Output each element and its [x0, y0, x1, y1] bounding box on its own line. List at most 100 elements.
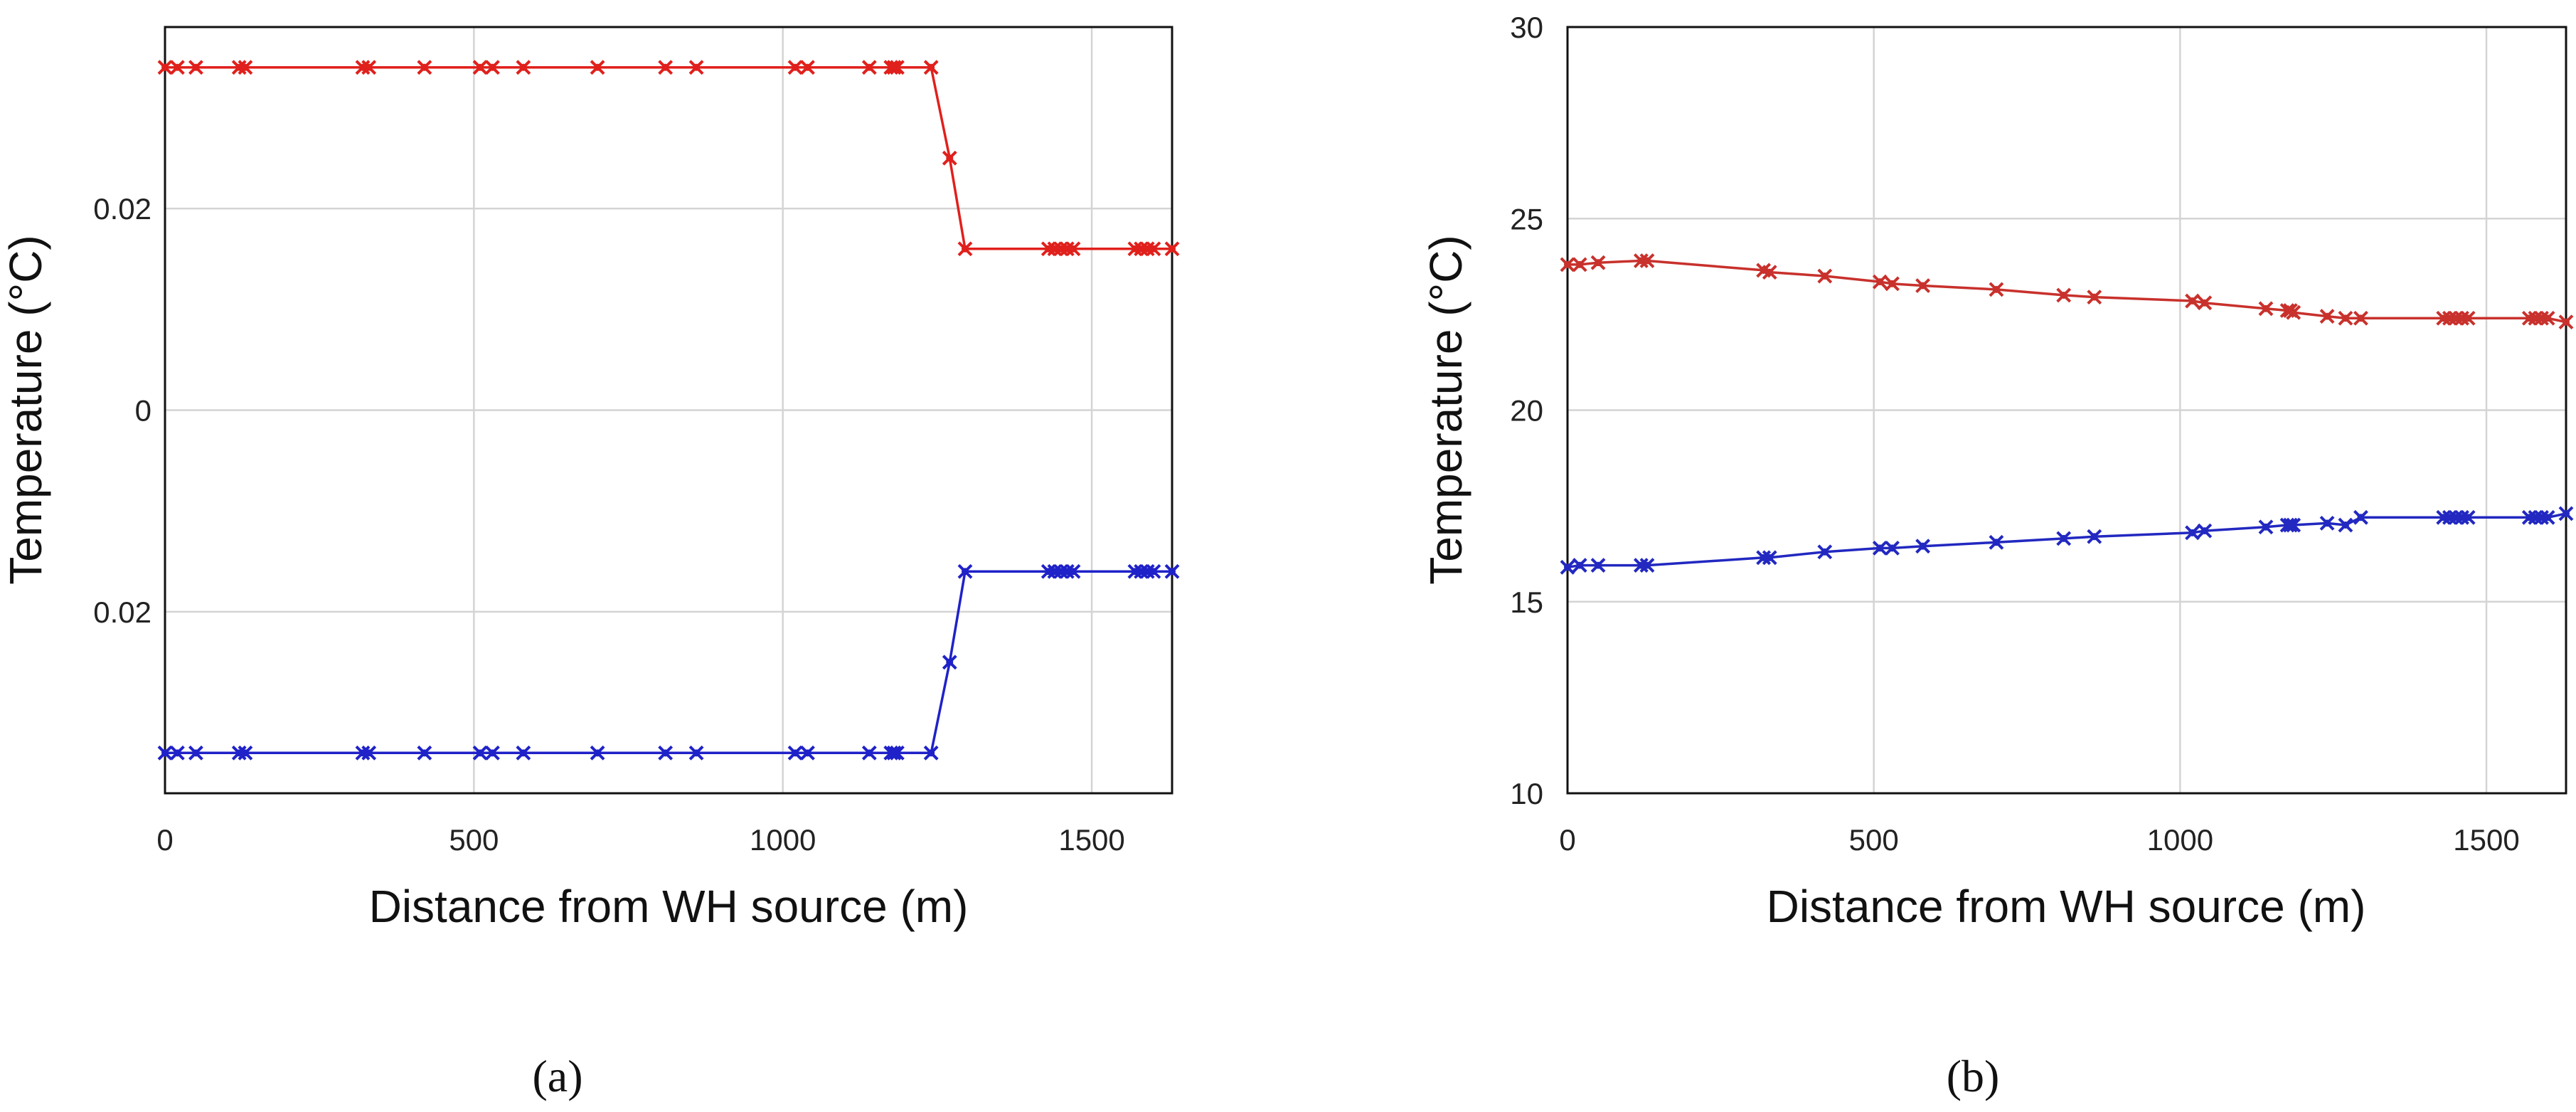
chart-a-series-upper-point — [472, 60, 488, 75]
chart-a-series-upper-point — [485, 60, 500, 75]
chart-a-series-upper-point — [1139, 241, 1155, 257]
chart-a-series-upper-point — [1040, 241, 1056, 257]
chart-b-series-lower-point — [2521, 509, 2537, 525]
chart-a-series-upper-point — [1134, 241, 1149, 257]
chart-a-series-lower-point — [800, 745, 815, 761]
chart-b-series-lower-point — [1915, 539, 1930, 554]
chart-b-series-lower-point — [2460, 509, 2476, 525]
chart-b-x-tick-label: 0 — [1559, 823, 1575, 857]
chart-a-series-lower-point — [1059, 563, 1075, 579]
chart-a-series-upper-point — [590, 60, 605, 75]
chart-b-y-tick-label: 10 — [1510, 777, 1543, 810]
chart-b-series-lower-point — [1572, 558, 1587, 573]
chart-b-series-upper-point — [2286, 305, 2301, 320]
chart-b-series-upper-point — [2534, 310, 2549, 326]
chart-b-series-upper-point — [2448, 310, 2464, 326]
chart-b-series-upper-point — [1762, 265, 1777, 280]
chart-b-y-tick-label: 25 — [1510, 202, 1543, 235]
chart-a-y-tick-label: 0.02 — [93, 595, 151, 629]
chart-b-series-lower-point — [2454, 509, 2469, 525]
chart-b-series-lower-point — [2258, 519, 2274, 535]
chart-a-series-upper-point — [1059, 241, 1075, 257]
chart-b-series-upper-point — [1817, 268, 1833, 284]
chart-a-series-upper-point — [1053, 241, 1069, 257]
chart-a-series-upper-point — [800, 60, 815, 75]
chart-b-series-upper-point — [1639, 253, 1655, 268]
chart-b-series-upper-point — [2319, 309, 2335, 324]
chart-a-series-upper-point — [890, 60, 905, 75]
chart-b-y-axis-label: Temperature (°C) — [1420, 235, 1471, 585]
chart-b-panel-label: (b) — [1947, 1051, 2000, 1101]
chart-b-x-tick-label: 1500 — [2453, 823, 2519, 857]
chart-b-series-lower-point — [1633, 558, 1649, 573]
chart-a-series-lower-point — [238, 745, 253, 761]
chart-b-series-lower-point — [2534, 509, 2549, 525]
chart-a-series-lower-line — [165, 570, 1172, 755]
chart-b-series-lower-point — [1762, 550, 1777, 566]
chart-a-series-upper-point — [1047, 241, 1063, 257]
chart-a-series-lower-point — [590, 745, 605, 761]
chart-a-series-upper-point — [231, 60, 247, 75]
chart-a-series-upper-point — [516, 60, 531, 75]
chart-a-series-lower-point — [485, 745, 500, 761]
chart-b-series-upper-point — [1885, 276, 1900, 292]
chart-a-series-upper-point — [1164, 241, 1180, 257]
chart-b-x-tick-label: 500 — [1849, 823, 1899, 857]
chart-b-series-lower-point — [1872, 540, 1888, 556]
chart-b-series-upper-point — [2258, 301, 2274, 317]
chart-a-series-lower-point — [231, 745, 247, 761]
chart-a-series-upper-point — [957, 241, 973, 257]
chart-b-series-upper-point — [2338, 310, 2353, 326]
chart-a-series-lower-point — [516, 745, 531, 761]
chart-a-series-lower-point — [169, 745, 185, 761]
chart-a-series-lower-point — [157, 745, 173, 761]
chart-b-series-upper-point — [1872, 274, 1888, 290]
chart-b-series-lower-point — [2286, 517, 2301, 533]
chart-a-series-upper-point — [923, 60, 939, 75]
chart-a-series-upper-point — [1127, 241, 1143, 257]
chart-b-y-tick-label: 20 — [1510, 394, 1543, 428]
chart-a-series-upper-point — [1146, 241, 1161, 257]
chart-b-y-tick-label: 15 — [1510, 586, 1543, 619]
chart-b-series-upper-point — [2540, 310, 2555, 326]
chart-a-y-tick-label: 0.02 — [93, 192, 151, 226]
chart-a-series-lower-point — [1134, 563, 1149, 579]
chart-b-series-lower-point — [1560, 559, 1575, 575]
chart-a-series-upper-point — [942, 150, 957, 166]
chart-a-series-lower-point — [1164, 563, 1180, 579]
chart-a-series-lower-point — [361, 745, 377, 761]
chart-b-series-lower-point — [2448, 509, 2464, 525]
chart-b-y-tick-label: 30 — [1510, 11, 1543, 44]
chart-b-series-lower-point — [2442, 509, 2457, 525]
chart-a-x-tick-label: 500 — [449, 823, 499, 857]
chart-a-series-upper-point — [188, 60, 203, 75]
chart-b-series-lower-point — [2528, 509, 2543, 525]
chart-a-series-lower-point — [472, 745, 488, 761]
chart-b-series-lower-point — [2436, 509, 2452, 525]
chart-a-series-lower-point — [688, 745, 704, 761]
chart-a-series-lower-point — [1146, 563, 1161, 579]
chart-a-series-lower-point — [787, 745, 803, 761]
chart-b-series-upper-point — [2436, 310, 2452, 326]
chart-b-series-upper-point — [2442, 310, 2457, 326]
chart-b-series-lower-point — [1590, 558, 1606, 573]
chart-a-series-lower-point — [1047, 563, 1063, 579]
chart-a-series-upper-point — [787, 60, 803, 75]
chart-b-series-lower-point — [2056, 531, 2072, 546]
chart-b-series-upper-point — [2087, 290, 2102, 305]
chart-a-series-lower-point — [923, 745, 939, 761]
chart-b-x-axis-label: Distance from WH source (m) — [1767, 881, 2366, 932]
chart-a-x-tick-label: 0 — [156, 823, 173, 857]
chart-a-series-lower-point — [188, 745, 203, 761]
chart-a-plot-frame — [164, 26, 1173, 795]
chart-b-series-upper-point — [1989, 282, 2004, 297]
chart-a-series-lower-point — [355, 745, 371, 761]
chart-a-series-upper-line — [165, 65, 1172, 250]
chart-a-panel-label: (a) — [532, 1051, 582, 1101]
chart-a-x-tick-label: 1500 — [1058, 823, 1124, 857]
chart-b-plot-frame — [1566, 26, 2567, 795]
chart-b-series-upper-point — [2528, 310, 2543, 326]
chart-b-series-lower-point — [1639, 558, 1655, 573]
chart-a-series-upper-point — [355, 60, 371, 75]
